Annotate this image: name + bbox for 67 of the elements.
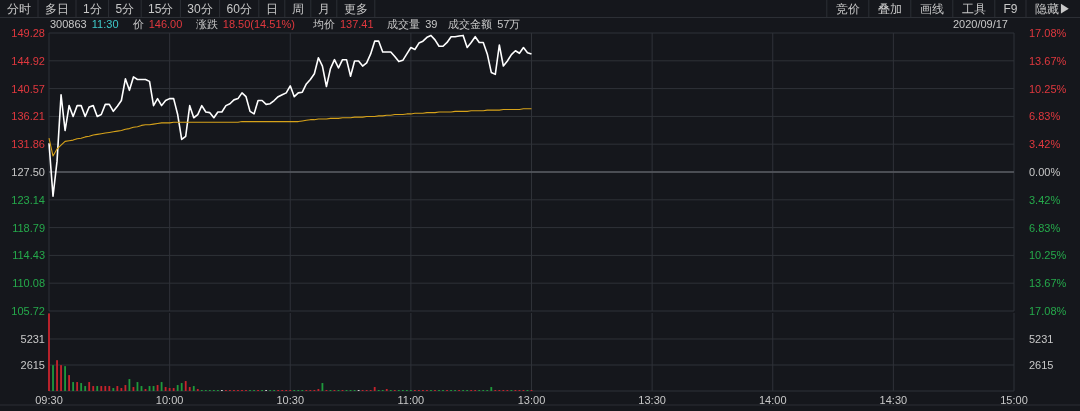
text: 周 [291,2,304,16]
text: 15分 [148,2,174,16]
text: 工具 [961,2,986,16]
text: 成交量 [386,18,420,30]
x-tick-label: 09:30 [35,394,63,406]
text: 画线 [919,2,944,16]
y2-tick-label: 5231 [1029,333,1054,345]
text: 竞价 [835,2,860,16]
x-tick-label: 14:00 [758,394,787,406]
y-tick-label: 118.79 [12,221,45,234]
line-series [48,34,533,198]
x-tick-label: 10:00 [155,394,184,406]
text: 月 [317,2,330,16]
x-tick-label: 11:00 [397,394,425,406]
line-series [48,108,533,157]
y-tick-label: 144.92 [11,54,45,67]
y-tick-label: 131.86 [11,138,45,151]
y-tick-label: 105.72 [11,305,45,317]
x-tick-label: 13:30 [638,394,666,406]
text: 多日 [45,2,69,16]
text: 300863 [50,18,87,30]
x-tick-label: 13:00 [517,394,546,406]
text: 均价 [311,18,335,30]
y-tick-label: 123.14 [11,193,45,206]
y2-tick-label: 6.83% [1029,110,1061,123]
y2-tick-label: 10.25% [1029,249,1067,262]
text: 隐藏▶ [1035,2,1071,16]
y2-tick-label: 13.67% [1029,277,1067,290]
y2-tick-label: 3.42% [1029,193,1061,206]
y2-tick-label: 6.83% [1029,221,1061,234]
y-tick-label: 140.57 [11,82,45,95]
y-tick-label: 5231 [20,333,45,345]
text: 成交金额 [447,18,492,30]
text: 146.00 [148,18,183,30]
text: 137.41 [339,18,374,30]
y2-tick-label: 17.08% [1029,27,1067,39]
y2-tick-label: 3.42% [1029,138,1061,151]
text: 60分 [226,2,252,16]
text: 5分 [115,2,135,16]
text: 1分 [82,2,102,16]
x-tick-label: 10:30 [276,394,305,406]
text: 涨跌 [195,18,218,30]
text: 18.50(14.51%) [222,18,295,30]
text: 日 [265,2,278,16]
y-tick-label: 114.43 [12,249,45,262]
y-tick-label: 127.50 [11,166,45,178]
y-tick-label: 2615 [20,359,45,371]
text: 11:30 [91,18,119,30]
x-tick-label: 15:00 [1000,394,1028,406]
text: 价 [131,18,144,30]
text: 叠加 [877,2,902,16]
text: 分时 [7,2,31,16]
y2-tick-label: 2615 [1029,359,1054,371]
x-tick-label: 14:30 [879,394,908,406]
text: 30分 [187,2,213,16]
text: 更多 [343,2,368,16]
y2-tick-label: 13.67% [1029,54,1067,67]
text: F9 [1003,2,1018,16]
text: 57万 [497,18,521,30]
text: 2020/09/17 [952,18,1008,30]
y2-tick-label: 10.25% [1029,82,1067,95]
y2-tick-label: 0.00% [1029,166,1061,178]
y2-tick-label: 17.08% [1029,305,1067,317]
y-tick-label: 110.08 [12,277,45,290]
y-tick-label: 149.28 [11,27,45,39]
y-tick-label: 136.21 [11,110,45,123]
text: 39 [425,18,438,30]
